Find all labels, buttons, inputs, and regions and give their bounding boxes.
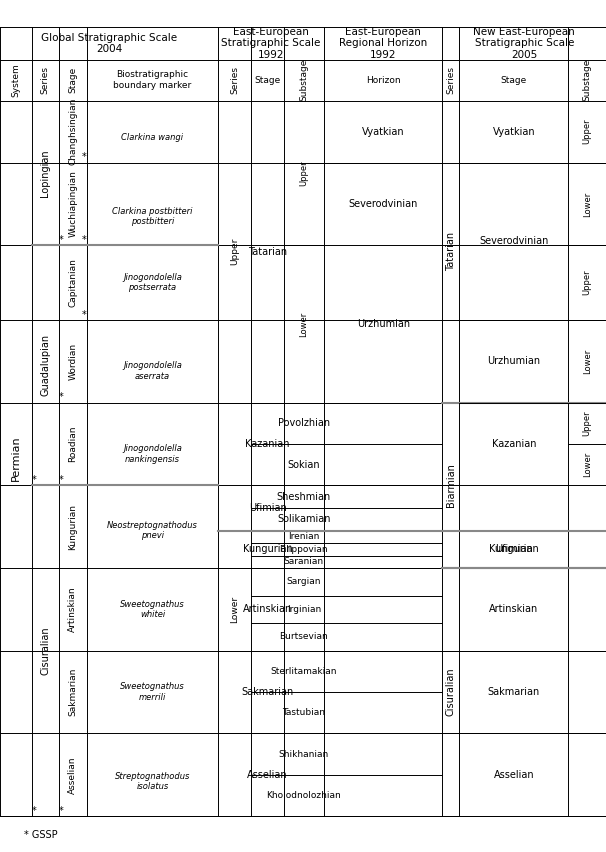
Text: Artinskian: Artinskian — [68, 586, 77, 632]
Text: Changhsingian: Changhsingian — [68, 98, 77, 165]
Text: Jinogondolella
postserrata: Jinogondolella postserrata — [123, 273, 182, 292]
Text: Lower: Lower — [230, 596, 239, 623]
Text: Jinogondolella
aserrata: Jinogondolella aserrata — [123, 361, 182, 381]
Text: Severodvinian: Severodvinian — [348, 199, 418, 209]
Text: Burtsevian: Burtsevian — [279, 632, 328, 642]
Text: *: * — [32, 806, 36, 816]
Text: Biarmian: Biarmian — [446, 463, 456, 507]
Text: Tatarian: Tatarian — [248, 246, 287, 256]
Text: Stage: Stage — [255, 76, 281, 84]
Text: Series: Series — [230, 66, 239, 94]
Text: *: * — [59, 393, 64, 402]
Text: Tastubian: Tastubian — [282, 708, 325, 717]
Text: Permian: Permian — [11, 435, 21, 481]
Text: Wordian: Wordian — [68, 343, 77, 380]
Text: Cisuralian: Cisuralian — [40, 626, 50, 675]
Text: East-European
Regional Horizon
1992: East-European Regional Horizon 1992 — [339, 27, 427, 60]
Text: Biostratigraphic
boundary marker: Biostratigraphic boundary marker — [113, 71, 191, 89]
Text: Saranian: Saranian — [284, 557, 324, 567]
Text: Kazanian: Kazanian — [491, 439, 536, 449]
Text: Kungurian: Kungurian — [242, 544, 293, 555]
Text: Urzhumian: Urzhumian — [357, 319, 410, 329]
Text: New East-European
Stratigraphic Scale
2005: New East-European Stratigraphic Scale 20… — [473, 27, 575, 60]
Text: Kungurian: Kungurian — [68, 504, 77, 550]
Text: Guadalupian: Guadalupian — [40, 334, 50, 396]
Text: Stage: Stage — [68, 67, 77, 93]
Text: East-European
Stratigraphic Scale
1992: East-European Stratigraphic Scale 1992 — [222, 27, 321, 60]
Text: Asselian: Asselian — [493, 770, 534, 780]
Text: Substage: Substage — [583, 59, 591, 101]
Text: Lower: Lower — [583, 192, 591, 216]
Text: Sweetognathus
whitei: Sweetognathus whitei — [120, 600, 185, 619]
Text: Capitanian: Capitanian — [68, 258, 77, 307]
Text: Upper: Upper — [230, 238, 239, 265]
Text: Irginian: Irginian — [287, 605, 321, 614]
Text: *: * — [59, 235, 64, 245]
Text: *: * — [59, 475, 64, 485]
Text: Asselian: Asselian — [68, 756, 77, 793]
Text: Vyatkian: Vyatkian — [362, 127, 405, 136]
Text: Sargian: Sargian — [287, 578, 321, 586]
Text: Sterlitamakian: Sterlitamakian — [271, 667, 337, 676]
Text: Lower: Lower — [583, 452, 591, 477]
Text: Artinskian: Artinskian — [243, 604, 292, 614]
Text: Sweetognathus
merrili: Sweetognathus merrili — [120, 682, 185, 702]
Text: *: * — [32, 475, 36, 485]
Text: Upper: Upper — [299, 160, 308, 186]
Text: Jinogondolella
nankingensis: Jinogondolella nankingensis — [123, 444, 182, 463]
Text: Streptognathodus
isolatus: Streptognathodus isolatus — [115, 772, 190, 792]
Text: Sakmarian: Sakmarian — [488, 687, 540, 697]
Text: Lopingian: Lopingian — [40, 149, 50, 197]
Text: Wuchiapingian: Wuchiapingian — [68, 170, 77, 238]
Text: Sheshmian: Sheshmian — [277, 492, 331, 502]
Text: Upper: Upper — [583, 411, 591, 436]
Text: *: * — [82, 153, 87, 163]
Text: Sakmarian: Sakmarian — [241, 687, 294, 697]
Text: Kholodnolozhian: Kholodnolozhian — [267, 791, 341, 800]
Text: Clarkina wangi: Clarkina wangi — [121, 133, 184, 142]
Text: Urzhumian: Urzhumian — [487, 356, 541, 366]
Text: Kazanian: Kazanian — [245, 439, 290, 449]
Text: *: * — [82, 235, 87, 245]
Text: Stage: Stage — [501, 76, 527, 84]
Text: Substage: Substage — [299, 59, 308, 101]
Text: Global Stratigraphic Scale
2004: Global Stratigraphic Scale 2004 — [41, 32, 177, 55]
Text: Ufimian: Ufimian — [495, 544, 533, 555]
Text: *: * — [59, 806, 64, 816]
Text: Neostreptognathodus
pnevi: Neostreptognathodus pnevi — [107, 521, 198, 540]
Text: Vyatkian: Vyatkian — [493, 127, 535, 136]
Text: Kungurian: Kungurian — [489, 544, 539, 555]
Text: Povolzhian: Povolzhian — [278, 418, 330, 429]
Text: Asselian: Asselian — [247, 770, 288, 780]
Text: Cisuralian: Cisuralian — [446, 668, 456, 717]
Text: Severodvinian: Severodvinian — [479, 236, 548, 246]
Text: Lower: Lower — [299, 311, 308, 337]
Text: Clarkina postbitteri
postbitteri: Clarkina postbitteri postbitteri — [112, 207, 193, 226]
Text: Tatarian: Tatarian — [446, 232, 456, 271]
Text: Series: Series — [41, 66, 50, 94]
Text: Series: Series — [447, 66, 455, 94]
Text: Irenian: Irenian — [288, 532, 319, 542]
Text: Upper: Upper — [583, 118, 591, 144]
Text: Roadian: Roadian — [68, 426, 77, 462]
Text: Sokian: Sokian — [288, 459, 320, 469]
Text: System: System — [12, 63, 20, 97]
Text: Sakmarian: Sakmarian — [68, 668, 77, 717]
Text: Artinskian: Artinskian — [489, 604, 539, 614]
Text: Solikamian: Solikamian — [277, 515, 331, 524]
Text: Filippovian: Filippovian — [279, 545, 328, 554]
Text: Ufimian: Ufimian — [248, 503, 287, 513]
Text: * GSSP: * GSSP — [24, 830, 58, 840]
Text: Horizon: Horizon — [366, 76, 401, 84]
Text: Upper: Upper — [583, 270, 591, 296]
Text: Shikhanian: Shikhanian — [279, 750, 329, 758]
Text: *: * — [82, 309, 87, 320]
Text: Lower: Lower — [583, 348, 591, 374]
